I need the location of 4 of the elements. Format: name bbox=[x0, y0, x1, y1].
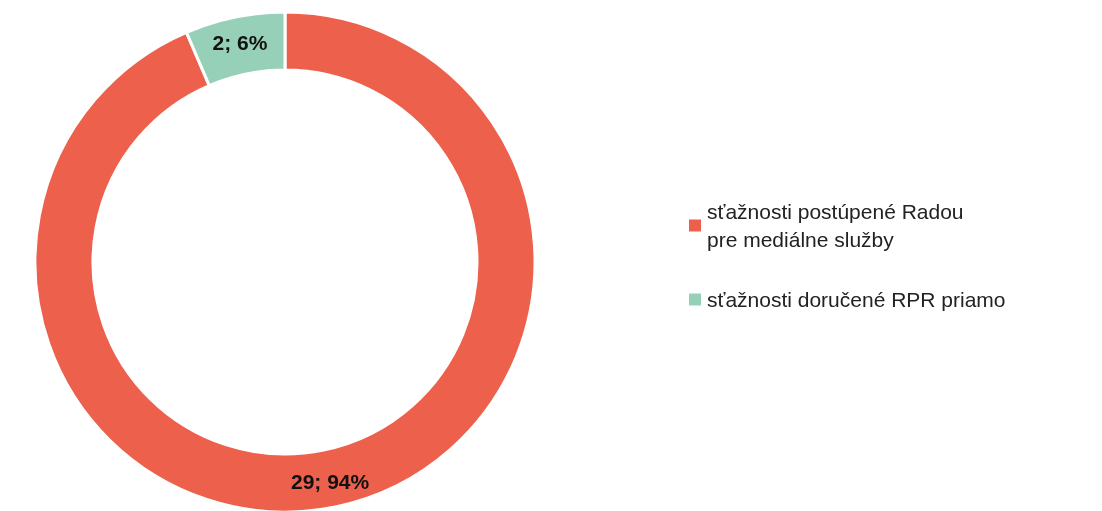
legend-label: sťažnosti doručené RPR priamo bbox=[707, 288, 1006, 311]
data-label: 29; 94% bbox=[290, 469, 370, 493]
legend-label: sťažnosti postúpené Radou pre mediálne služby bbox=[707, 200, 964, 251]
data-label: 2; 6% bbox=[212, 31, 268, 55]
